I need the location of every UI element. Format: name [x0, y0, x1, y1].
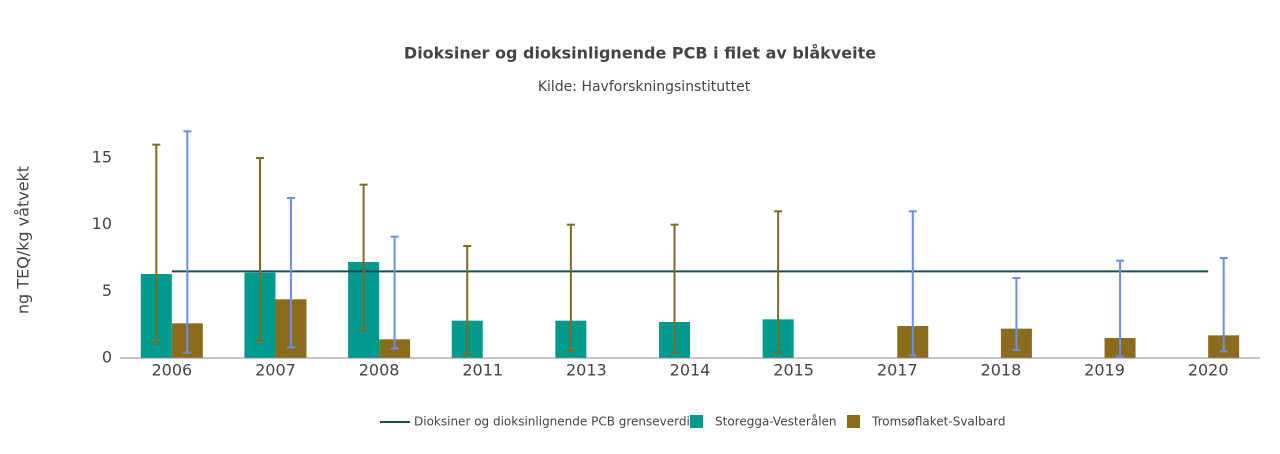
y-axis-title: ng TEQ/kg våtvekt	[14, 166, 33, 314]
chart-subtitle: Kilde: Havforskningsinstituttet	[538, 79, 751, 95]
error-bar	[359, 183, 368, 331]
x-tick-label: 2015	[773, 361, 814, 380]
x-tick-label: 2007	[255, 361, 296, 380]
error-bar	[1219, 257, 1228, 353]
x-tick-label: 2017	[877, 361, 918, 380]
error-bar	[183, 130, 192, 354]
x-tick-label: 2019	[1084, 361, 1125, 380]
legend-label[interactable]: Tromsøflaket-Svalbard	[871, 415, 1005, 429]
x-tick-label: 2008	[359, 361, 400, 380]
y-tick-label: 10	[92, 214, 112, 233]
error-bar	[1116, 259, 1125, 358]
legend-label[interactable]: Storegga-Vesterålen	[715, 415, 837, 429]
error-bar	[286, 197, 295, 349]
x-tick-label: 2006	[151, 361, 192, 380]
error-bar	[908, 210, 917, 357]
error-bar	[463, 245, 472, 355]
legend-symbol[interactable]	[847, 415, 860, 428]
error-bar	[152, 143, 161, 345]
x-tick-label: 2011	[462, 361, 503, 380]
error-bar	[390, 235, 399, 350]
y-tick-label: 5	[102, 281, 112, 300]
error-bar	[566, 223, 575, 353]
error-bar	[670, 223, 679, 354]
x-tick-label: 2013	[566, 361, 607, 380]
chart-title: Dioksiner og dioksinlignende PCB i filet…	[404, 44, 876, 63]
y-tick-label: 15	[92, 148, 112, 167]
legend-symbol[interactable]	[690, 415, 703, 428]
error-bar	[255, 157, 264, 342]
x-tick-label: 2018	[981, 361, 1022, 380]
y-tick-label: 0	[102, 348, 112, 367]
x-tick-label: 2014	[670, 361, 711, 380]
legend-label[interactable]: Dioksiner og dioksinlignende PCB grensev…	[414, 415, 690, 429]
error-bar	[774, 210, 783, 354]
x-tick-label: 2020	[1188, 361, 1229, 380]
error-bar	[1012, 277, 1021, 351]
